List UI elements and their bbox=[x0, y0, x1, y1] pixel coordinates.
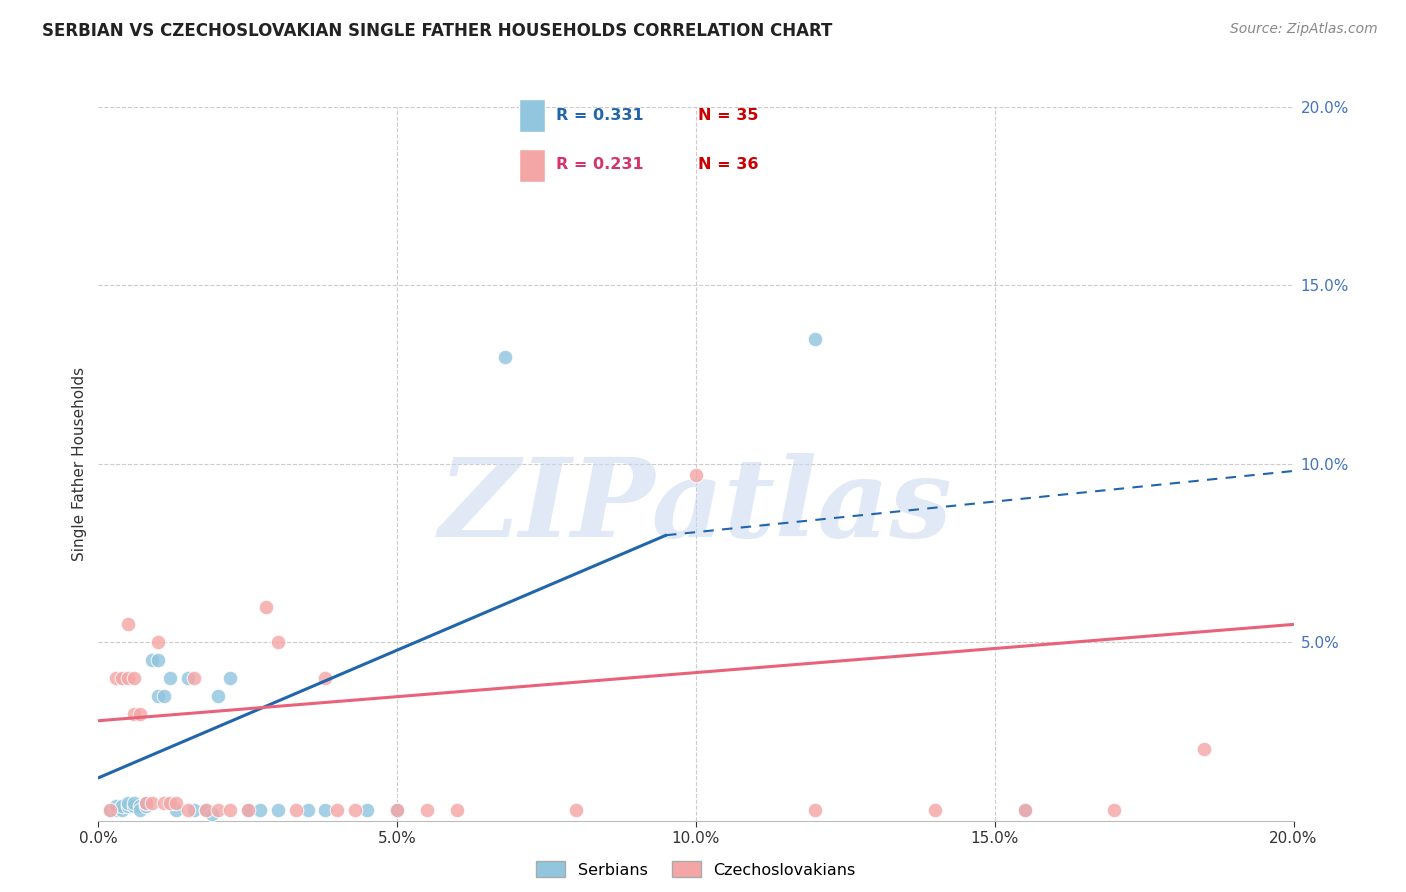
Point bbox=[385, 803, 409, 817]
Point bbox=[141, 653, 163, 667]
Text: R = 0.331: R = 0.331 bbox=[555, 108, 644, 123]
Point bbox=[315, 671, 337, 685]
Point bbox=[148, 653, 170, 667]
Point bbox=[804, 803, 827, 817]
Point bbox=[117, 617, 139, 632]
Point bbox=[117, 671, 139, 685]
Text: Source: ZipAtlas.com: Source: ZipAtlas.com bbox=[1230, 22, 1378, 37]
Point bbox=[385, 803, 409, 817]
Point bbox=[685, 467, 707, 482]
Point bbox=[1014, 803, 1036, 817]
Point bbox=[267, 803, 290, 817]
Text: N = 35: N = 35 bbox=[697, 108, 758, 123]
Point bbox=[135, 799, 157, 814]
Point bbox=[254, 599, 277, 614]
FancyBboxPatch shape bbox=[519, 99, 544, 132]
Point bbox=[105, 799, 128, 814]
Point bbox=[111, 803, 134, 817]
Point bbox=[165, 803, 187, 817]
Point bbox=[297, 803, 319, 817]
Point bbox=[141, 796, 163, 810]
Text: R = 0.231: R = 0.231 bbox=[555, 157, 644, 172]
Point bbox=[124, 706, 146, 721]
Point bbox=[249, 803, 271, 817]
Point bbox=[924, 803, 946, 817]
Point bbox=[129, 799, 152, 814]
Point bbox=[315, 803, 337, 817]
Point bbox=[183, 671, 205, 685]
Point bbox=[177, 671, 200, 685]
Point bbox=[135, 796, 157, 810]
Point bbox=[219, 671, 242, 685]
Text: SERBIAN VS CZECHOSLOVAKIAN SINGLE FATHER HOUSEHOLDS CORRELATION CHART: SERBIAN VS CZECHOSLOVAKIAN SINGLE FATHER… bbox=[42, 22, 832, 40]
Point bbox=[236, 803, 259, 817]
Point bbox=[195, 803, 218, 817]
Point bbox=[153, 796, 176, 810]
Point bbox=[117, 799, 139, 814]
Point bbox=[284, 803, 307, 817]
Point bbox=[129, 803, 152, 817]
Point bbox=[201, 806, 224, 821]
Point bbox=[124, 796, 146, 810]
Point bbox=[100, 803, 122, 817]
Point bbox=[1104, 803, 1126, 817]
Point bbox=[117, 796, 139, 810]
Point bbox=[124, 799, 146, 814]
Point bbox=[344, 803, 367, 817]
Point bbox=[159, 671, 181, 685]
Point bbox=[446, 803, 468, 817]
Point bbox=[565, 803, 588, 817]
Text: N = 36: N = 36 bbox=[697, 157, 758, 172]
Point bbox=[177, 803, 200, 817]
Point bbox=[267, 635, 290, 649]
Point bbox=[1192, 742, 1215, 756]
Point bbox=[494, 350, 516, 364]
Y-axis label: Single Father Households: Single Father Households bbox=[72, 367, 87, 561]
Point bbox=[356, 803, 378, 817]
Point bbox=[804, 332, 827, 346]
Point bbox=[195, 803, 218, 817]
Point bbox=[100, 803, 122, 817]
Text: ZIPatlas: ZIPatlas bbox=[439, 453, 953, 560]
Point bbox=[148, 689, 170, 703]
Point bbox=[111, 671, 134, 685]
Point bbox=[105, 803, 128, 817]
Point bbox=[105, 671, 128, 685]
Point bbox=[219, 803, 242, 817]
Point bbox=[416, 803, 439, 817]
Point bbox=[207, 689, 229, 703]
Point bbox=[159, 796, 181, 810]
Point bbox=[111, 799, 134, 814]
Point bbox=[148, 635, 170, 649]
Legend: Serbians, Czechoslovakians: Serbians, Czechoslovakians bbox=[530, 855, 862, 884]
Point bbox=[135, 796, 157, 810]
Point bbox=[207, 803, 229, 817]
Point bbox=[183, 803, 205, 817]
Point bbox=[129, 706, 152, 721]
Point bbox=[165, 796, 187, 810]
Point bbox=[326, 803, 349, 817]
Point bbox=[1014, 803, 1036, 817]
Point bbox=[236, 803, 259, 817]
Point bbox=[153, 689, 176, 703]
FancyBboxPatch shape bbox=[519, 149, 544, 181]
Point bbox=[124, 671, 146, 685]
